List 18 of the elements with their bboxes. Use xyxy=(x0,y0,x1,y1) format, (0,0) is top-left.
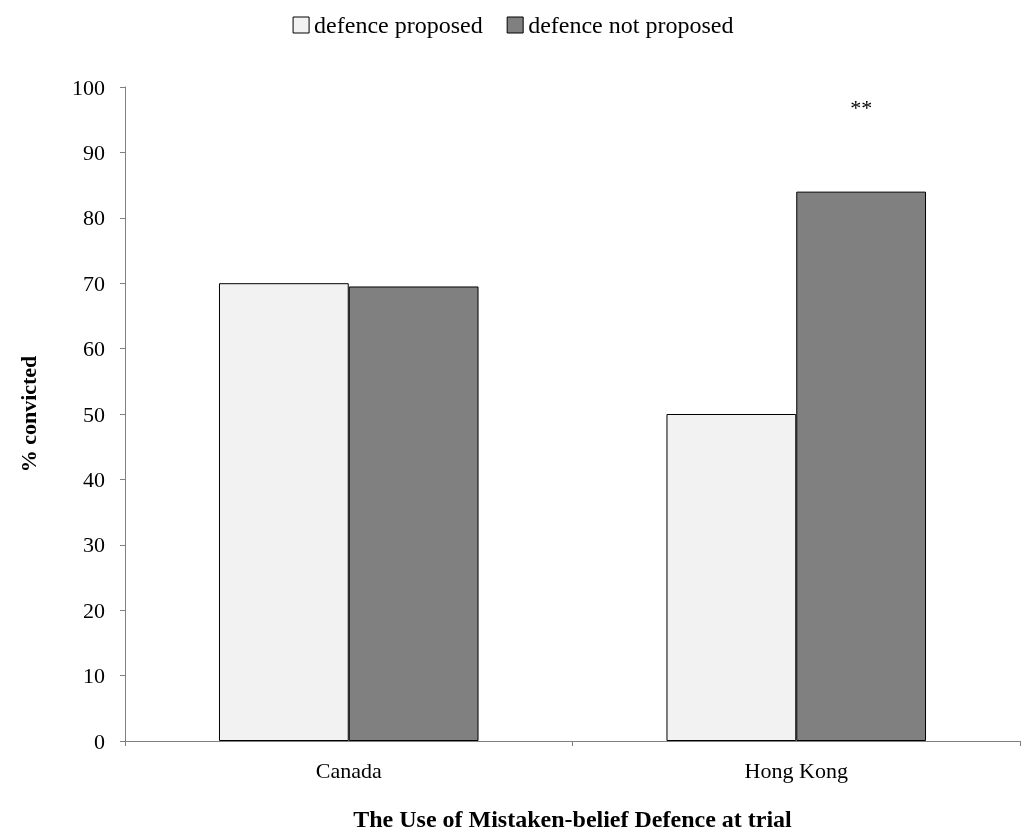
y-tick-label: 50 xyxy=(83,401,105,427)
y-tick-label: 10 xyxy=(83,663,105,689)
y-axis-title: % convicted xyxy=(15,355,41,473)
y-tick-label: 30 xyxy=(83,532,105,558)
y-tick-label: 40 xyxy=(83,466,105,492)
y-tick-label: 20 xyxy=(83,597,105,623)
y-tick-label: 90 xyxy=(83,139,105,165)
annotation: ** xyxy=(850,94,873,120)
y-tick-label: 70 xyxy=(83,270,105,296)
y-tick-label: 0 xyxy=(94,728,105,754)
y-tick-label: 80 xyxy=(83,205,105,231)
y-tick-label: 100 xyxy=(72,74,105,100)
x-tick-label: Hong Kong xyxy=(744,757,848,783)
legend-label: defence proposed xyxy=(314,12,483,38)
x-axis-title: The Use of Mistaken-belief Defence at trial xyxy=(353,806,793,832)
legend-label: defence not proposed xyxy=(528,12,734,38)
y-tick-label: 60 xyxy=(83,336,105,362)
x-tick-label: Canada xyxy=(315,757,382,783)
